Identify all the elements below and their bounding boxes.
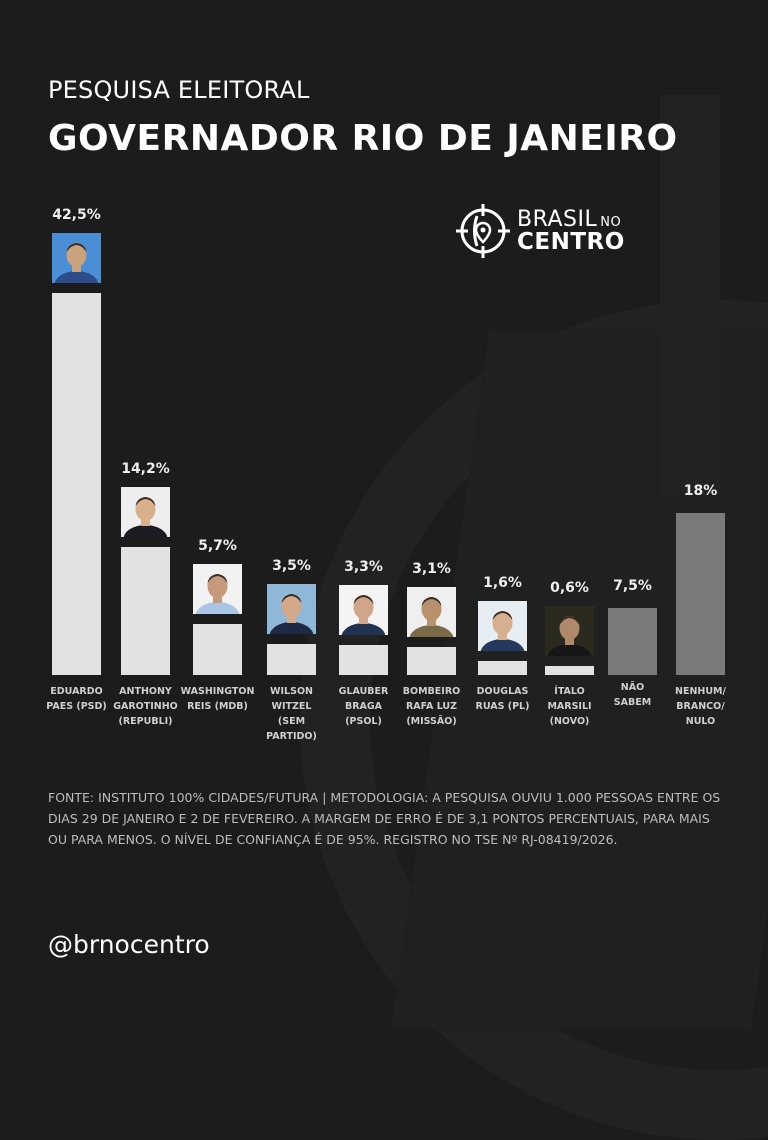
- bar: [193, 623, 242, 675]
- bar: [407, 647, 456, 675]
- category-label: NENHUM/ BRANCO/ NULO: [675, 686, 726, 727]
- logo-word-brasil: BRASIL: [517, 206, 598, 232]
- category-label: EDUARDO PAES (PSD): [46, 686, 107, 712]
- bar: [478, 660, 527, 675]
- bar-group: 42,5%: [52, 0, 101, 675]
- page-subtitle: PESQUISA ELEITORAL: [48, 76, 310, 104]
- bar-value-label: 3,5%: [272, 557, 311, 574]
- bar-group: 1,6%: [478, 0, 527, 675]
- category-label: DOUGLAS RUAS (PL): [475, 686, 530, 712]
- bar: [121, 547, 170, 675]
- candidate-photo-anthony-garotinho: [121, 487, 170, 538]
- bar-group: 14,2%: [121, 0, 170, 675]
- candidate-photo-washington-reis: [193, 563, 242, 614]
- candidate-photo-rafa-luz: [407, 587, 456, 638]
- bar-value-label: 42,5%: [52, 207, 101, 223]
- bar: [267, 643, 316, 675]
- brand-logo: BRASIL NO CENTRO: [455, 203, 625, 259]
- logo-word-centro: CENTRO: [517, 228, 625, 255]
- bar: [339, 645, 388, 675]
- bar-value-label: 18%: [683, 483, 718, 500]
- bar-group: 7,5%: [608, 0, 657, 675]
- bar-value-label: 7,5%: [613, 577, 652, 594]
- bar-value-label: 3,3%: [344, 559, 383, 576]
- category-label: NÃO SABEM: [613, 682, 652, 708]
- candidate-photo-douglas-ruas: [478, 600, 527, 651]
- bar-group: 3,5%: [267, 0, 316, 675]
- bar: [545, 666, 594, 675]
- bar: [52, 293, 101, 675]
- category-label: GLAUBER BRAGA (PSOL): [338, 686, 389, 727]
- social-handle: @brnocentro: [48, 930, 210, 959]
- crosshair-pin-icon: [456, 204, 510, 258]
- bar-chart: 42,5% EDUARDO PAES (PSD) 14,2% ANTHONY GARO…: [46, 0, 726, 742]
- category-label: ANTHONY GAROTINHO (REPUBLI): [113, 686, 178, 727]
- logo-word-no: NO: [600, 214, 622, 230]
- bar-group: 3,3%: [339, 0, 388, 675]
- bar: [608, 607, 657, 675]
- bar-group: 18%: [676, 0, 725, 675]
- bar-value-label: 1,6%: [483, 574, 522, 591]
- page-title: GOVERNADOR RIO DE JANEIRO: [48, 118, 678, 159]
- category-label: BOMBEIRO RAFA LUZ (MISSÃO): [402, 686, 461, 727]
- category-label: WILSON WITZEL (SEM PARTIDO): [266, 686, 317, 742]
- bar: [676, 513, 725, 675]
- bar-group: 3,1%: [407, 0, 456, 675]
- bar-value-label: 3,1%: [412, 561, 451, 578]
- candidate-photo-glauber-braga: [339, 585, 388, 636]
- bar-value-label: 5,7%: [198, 537, 237, 554]
- bar-value-label: 14,2%: [121, 461, 170, 478]
- bar-group: 0,6%: [545, 0, 594, 675]
- candidate-photo-wilson-witzel: [267, 583, 316, 634]
- bar-value-label: 0,6%: [550, 580, 589, 596]
- category-label: ÍTALO MARSILI (NOVO): [547, 686, 592, 727]
- bar-group: 5,7%: [193, 0, 242, 675]
- candidate-photo-italo-marsili: [545, 606, 594, 656]
- candidate-photo-eduardo-paes: [52, 233, 101, 283]
- methodology-footnote: FONTE: INSTITUTO 100% CIDADES/FUTURA | M…: [48, 790, 721, 847]
- category-label: WASHINGTON REIS (MDB): [180, 686, 255, 712]
